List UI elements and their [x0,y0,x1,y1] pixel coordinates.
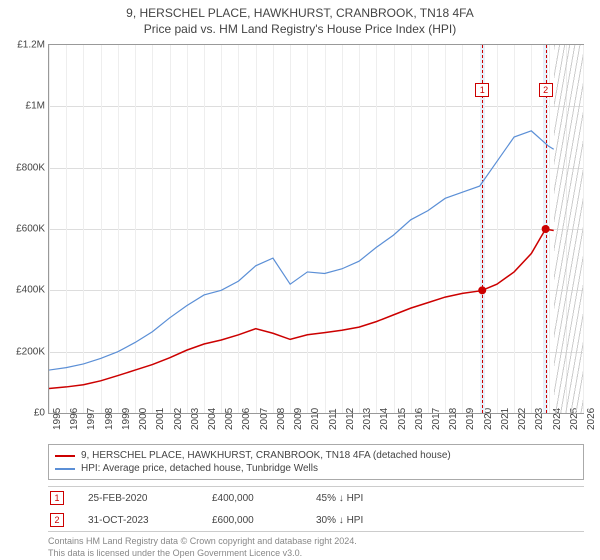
chart-container: 9, HERSCHEL PLACE, HAWKHURST, CRANBROOK,… [0,0,600,560]
marker-id-badge: 2 [50,513,64,527]
x-gridline [583,45,584,413]
legend-label: 9, HERSCHEL PLACE, HAWKHURST, CRANBROOK,… [81,450,451,461]
chart-subtitle: Price paid vs. HM Land Registry's House … [0,20,600,40]
y-tick-label: £1M [5,101,45,112]
marker-table-row: 2 31-OCT-2023 £600,000 30% ↓ HPI [48,509,584,531]
legend-label: HPI: Average price, detached house, Tunb… [81,463,318,474]
marker-price: £400,000 [212,493,292,504]
series-line-price_paid [49,229,554,388]
footer-line-2: This data is licensed under the Open Gov… [48,548,584,560]
series-line-hpi [49,131,554,370]
legend: 9, HERSCHEL PLACE, HAWKHURST, CRANBROOK,… [48,444,584,480]
y-tick-label: £600K [5,224,45,235]
y-tick-label: £0 [5,408,45,419]
marker-date: 25-FEB-2020 [88,493,188,504]
legend-row: HPI: Average price, detached house, Tunb… [55,462,577,475]
footer-attribution: Contains HM Land Registry data © Crown c… [48,536,584,559]
legend-row: 9, HERSCHEL PLACE, HAWKHURST, CRANBROOK,… [55,449,577,462]
y-tick-label: £1.2M [5,40,45,51]
data-point-marker [542,225,550,233]
marker-table-row: 1 25-FEB-2020 £400,000 45% ↓ HPI [48,487,584,509]
marker-price: £600,000 [212,515,292,526]
data-point-marker [478,286,486,294]
marker-delta: 30% ↓ HPI [316,515,363,526]
markers-table: 1 25-FEB-2020 £400,000 45% ↓ HPI 2 31-OCT-202… [48,486,584,532]
marker-delta: 45% ↓ HPI [316,493,363,504]
marker-id-badge: 1 [50,491,64,505]
marker-date: 31-OCT-2023 [88,515,188,526]
y-tick-label: £800K [5,162,45,173]
series-svg [49,45,583,413]
footer-line-1: Contains HM Land Registry data © Crown c… [48,536,584,548]
chart-title: 9, HERSCHEL PLACE, HAWKHURST, CRANBROOK,… [0,0,600,20]
plot-area: £0£200K£400K£600K£800K£1M£1.2M1995199619… [48,44,584,414]
legend-swatch [55,455,75,457]
legend-swatch [55,468,75,470]
y-tick-label: £400K [5,285,45,296]
x-tick-label: 2026 [586,408,597,430]
y-tick-label: £200K [5,346,45,357]
